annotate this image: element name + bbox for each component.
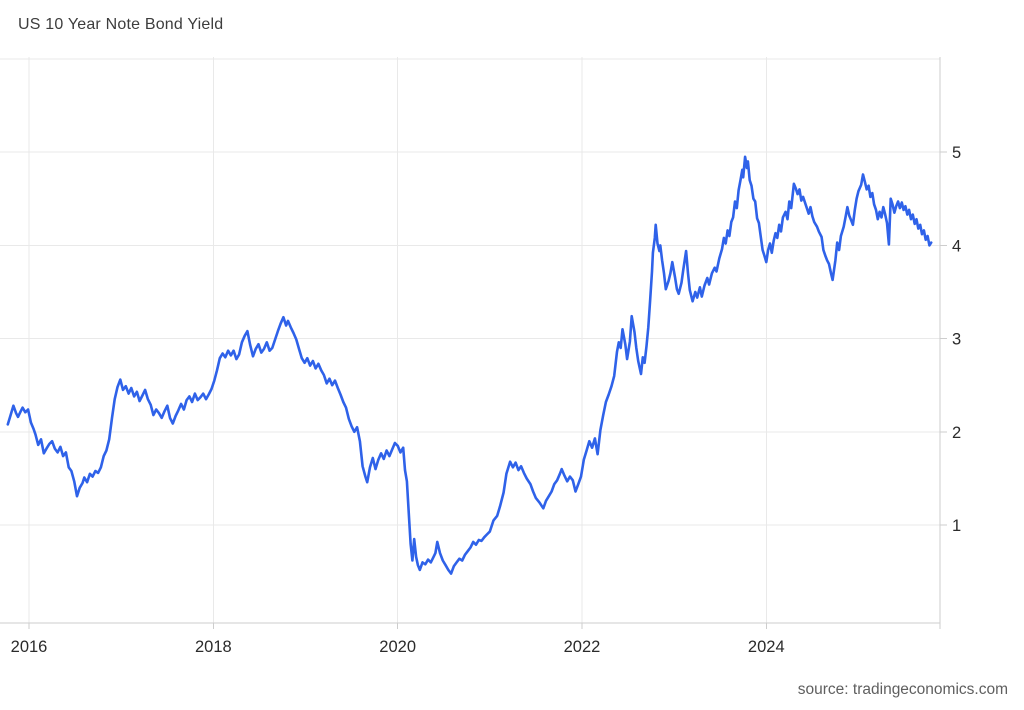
x-axis-label: 2024: [748, 638, 785, 656]
y-axis-label: 4: [952, 237, 961, 255]
y-axis-label: 2: [952, 424, 961, 442]
y-axis-label: 3: [952, 331, 961, 349]
y-axis-label: 5: [952, 144, 961, 162]
chart-title: US 10 Year Note Bond Yield: [18, 16, 224, 33]
yield-line-series[interactable]: [6, 155, 933, 575]
y-axis-label: 1: [952, 517, 961, 535]
x-axis-label: 2016: [11, 638, 48, 656]
x-axis-label: 2020: [379, 638, 416, 656]
x-axis-label: 2022: [564, 638, 601, 656]
source-note: source: tradingeconomics.com: [797, 681, 1008, 698]
x-axis-label: 2018: [195, 638, 232, 656]
